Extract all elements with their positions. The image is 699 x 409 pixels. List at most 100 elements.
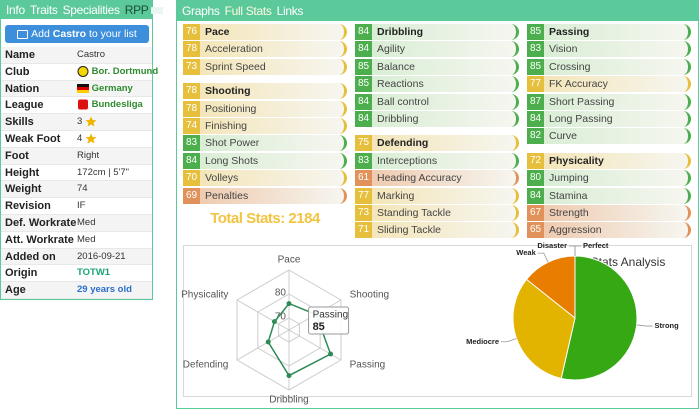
info-value: Med: [77, 232, 95, 249]
stat-value: 82: [527, 128, 544, 145]
info-row: Weak Foot 4: [1, 131, 152, 148]
stat-name: Physicality: [549, 154, 604, 167]
stat-row: 84 Agility: [355, 41, 519, 58]
info-row: Name Castro: [1, 47, 152, 64]
stat-value: 72: [527, 152, 544, 169]
info-value-text: Castro: [77, 49, 105, 60]
stat-group-row: 78 Shooting: [183, 83, 347, 100]
stat-row: 83 Vision: [527, 41, 691, 58]
stat-value: 84: [183, 152, 200, 169]
stat-value: 83: [183, 135, 200, 152]
stat-name: Dribbling: [377, 26, 424, 38]
stat-group-row: 84 Dribbling: [355, 24, 519, 40]
stat-name: Positioning: [205, 102, 257, 115]
stat-value: 85: [355, 58, 372, 75]
info-value-text: Med: [77, 233, 96, 245]
add-icon: [17, 29, 29, 39]
info-value-text: Bor. Dortmund: [91, 65, 159, 77]
stat-row: 84 Stamina: [527, 187, 691, 204]
stat-name: Finishing: [205, 120, 248, 132]
stat-value: 78: [183, 41, 200, 58]
star: [85, 116, 97, 127]
stat-value: 83: [527, 41, 544, 58]
stat-name: Agility: [377, 43, 406, 56]
info-value: TOTW1: [77, 265, 110, 282]
tab[interactable]: Full Stats: [224, 4, 272, 18]
info-label: Height: [5, 166, 40, 179]
stat-name: Sprint Speed: [205, 60, 266, 73]
info-label: Skills: [5, 116, 34, 129]
stat-name: Penalties: [205, 189, 249, 202]
info-label: Weak Foot: [5, 133, 61, 145]
graphs-box: [183, 245, 692, 397]
info-value: Bundesliga: [77, 97, 143, 114]
info-label: Age: [5, 284, 26, 297]
tab[interactable]: Specialities: [62, 3, 120, 17]
stat-row: 84 Dribbling: [355, 111, 519, 127]
flag-stripe: [77, 86, 89, 90]
info-value-text: Bundesliga: [91, 99, 143, 111]
tab[interactable]: Links: [276, 4, 304, 18]
info-row: Origin TOTW1: [1, 265, 152, 283]
club-icon: [77, 65, 89, 77]
stats-panel: Graphs Full Stats Links 76 Pace 78 Acceleratio…: [176, 0, 699, 409]
stat-row: 84 Long Shots: [183, 152, 347, 169]
tab[interactable]: Graphs: [182, 4, 220, 18]
stat-name: Heading Accuracy: [377, 172, 462, 185]
info-row: League Bundesliga: [1, 97, 152, 115]
info-label: Nation: [5, 82, 40, 95]
stat-row: 73 Standing Tackle: [355, 205, 519, 221]
tab[interactable]: RPP: [124, 3, 149, 17]
info-value: Med: [77, 215, 95, 232]
stat-value: 76: [183, 24, 200, 40]
stat-name: Ball control: [377, 95, 429, 108]
stat-value: 78: [183, 100, 200, 117]
stat-name: Aggression: [549, 224, 602, 237]
tab[interactable]: Traits: [29, 3, 58, 17]
stat-row: 85 Balance: [355, 58, 519, 75]
total-stats-label: Total Stats:: [210, 210, 285, 227]
stat-row: 77 Marking: [355, 187, 519, 204]
stat-value: 69: [183, 187, 200, 204]
stat-name: Shooting: [205, 85, 251, 98]
stat-value: 85: [527, 24, 544, 40]
stat-row: 74 Finishing: [183, 118, 347, 134]
stat-name: Strength: [549, 207, 589, 219]
stat-value: 75: [355, 135, 372, 152]
new-badge: [151, 7, 164, 15]
info-value: 29 years old: [77, 282, 132, 299]
info-value-text: IF: [77, 200, 86, 212]
star-icon: [85, 116, 97, 127]
stat-value: 61: [355, 170, 372, 187]
info-label: Foot: [5, 149, 29, 162]
info-value-text: 74: [77, 183, 88, 195]
stat-value: 87: [527, 93, 544, 110]
info-value-text: Med: [77, 217, 96, 228]
stat-group-row: 85 Passing: [527, 24, 691, 40]
stat-row: 83 Shot Power: [183, 135, 347, 152]
flag-icon: [77, 83, 89, 93]
info-row: Age 29 years old: [1, 282, 152, 299]
stat-row: 67 Strength: [527, 205, 691, 221]
stat-name: Pace: [205, 26, 230, 38]
stat-row: 71 Sliding Tackle: [355, 222, 519, 239]
info-value: 3: [77, 114, 97, 131]
stat-name: Interceptions: [377, 154, 438, 167]
stat-value: 85: [355, 76, 372, 93]
info-row: Height 172cm | 5'7": [1, 164, 152, 182]
stat-name: Marking: [377, 189, 415, 202]
tab[interactable]: Info: [6, 3, 25, 17]
tab-bar: Graphs Full Stats Links: [177, 1, 698, 21]
stat-row: 69 Penalties: [183, 187, 347, 204]
info-value: 2016-09-21: [77, 249, 126, 266]
stat-name: Defending: [377, 137, 429, 150]
stat-row: 82 Curve: [527, 128, 691, 145]
stat-value: 78: [183, 83, 200, 100]
info-value: Bor. Dortmund: [77, 64, 158, 81]
stat-row: 87 Short Passing: [527, 93, 691, 110]
info-row: Skills 3: [1, 114, 152, 131]
club-badge: [77, 65, 89, 77]
info-value: 74: [77, 181, 88, 198]
info-label: Def. Workrate: [5, 217, 77, 229]
add-to-list-button[interactable]: Add Castro to your list: [5, 25, 149, 43]
